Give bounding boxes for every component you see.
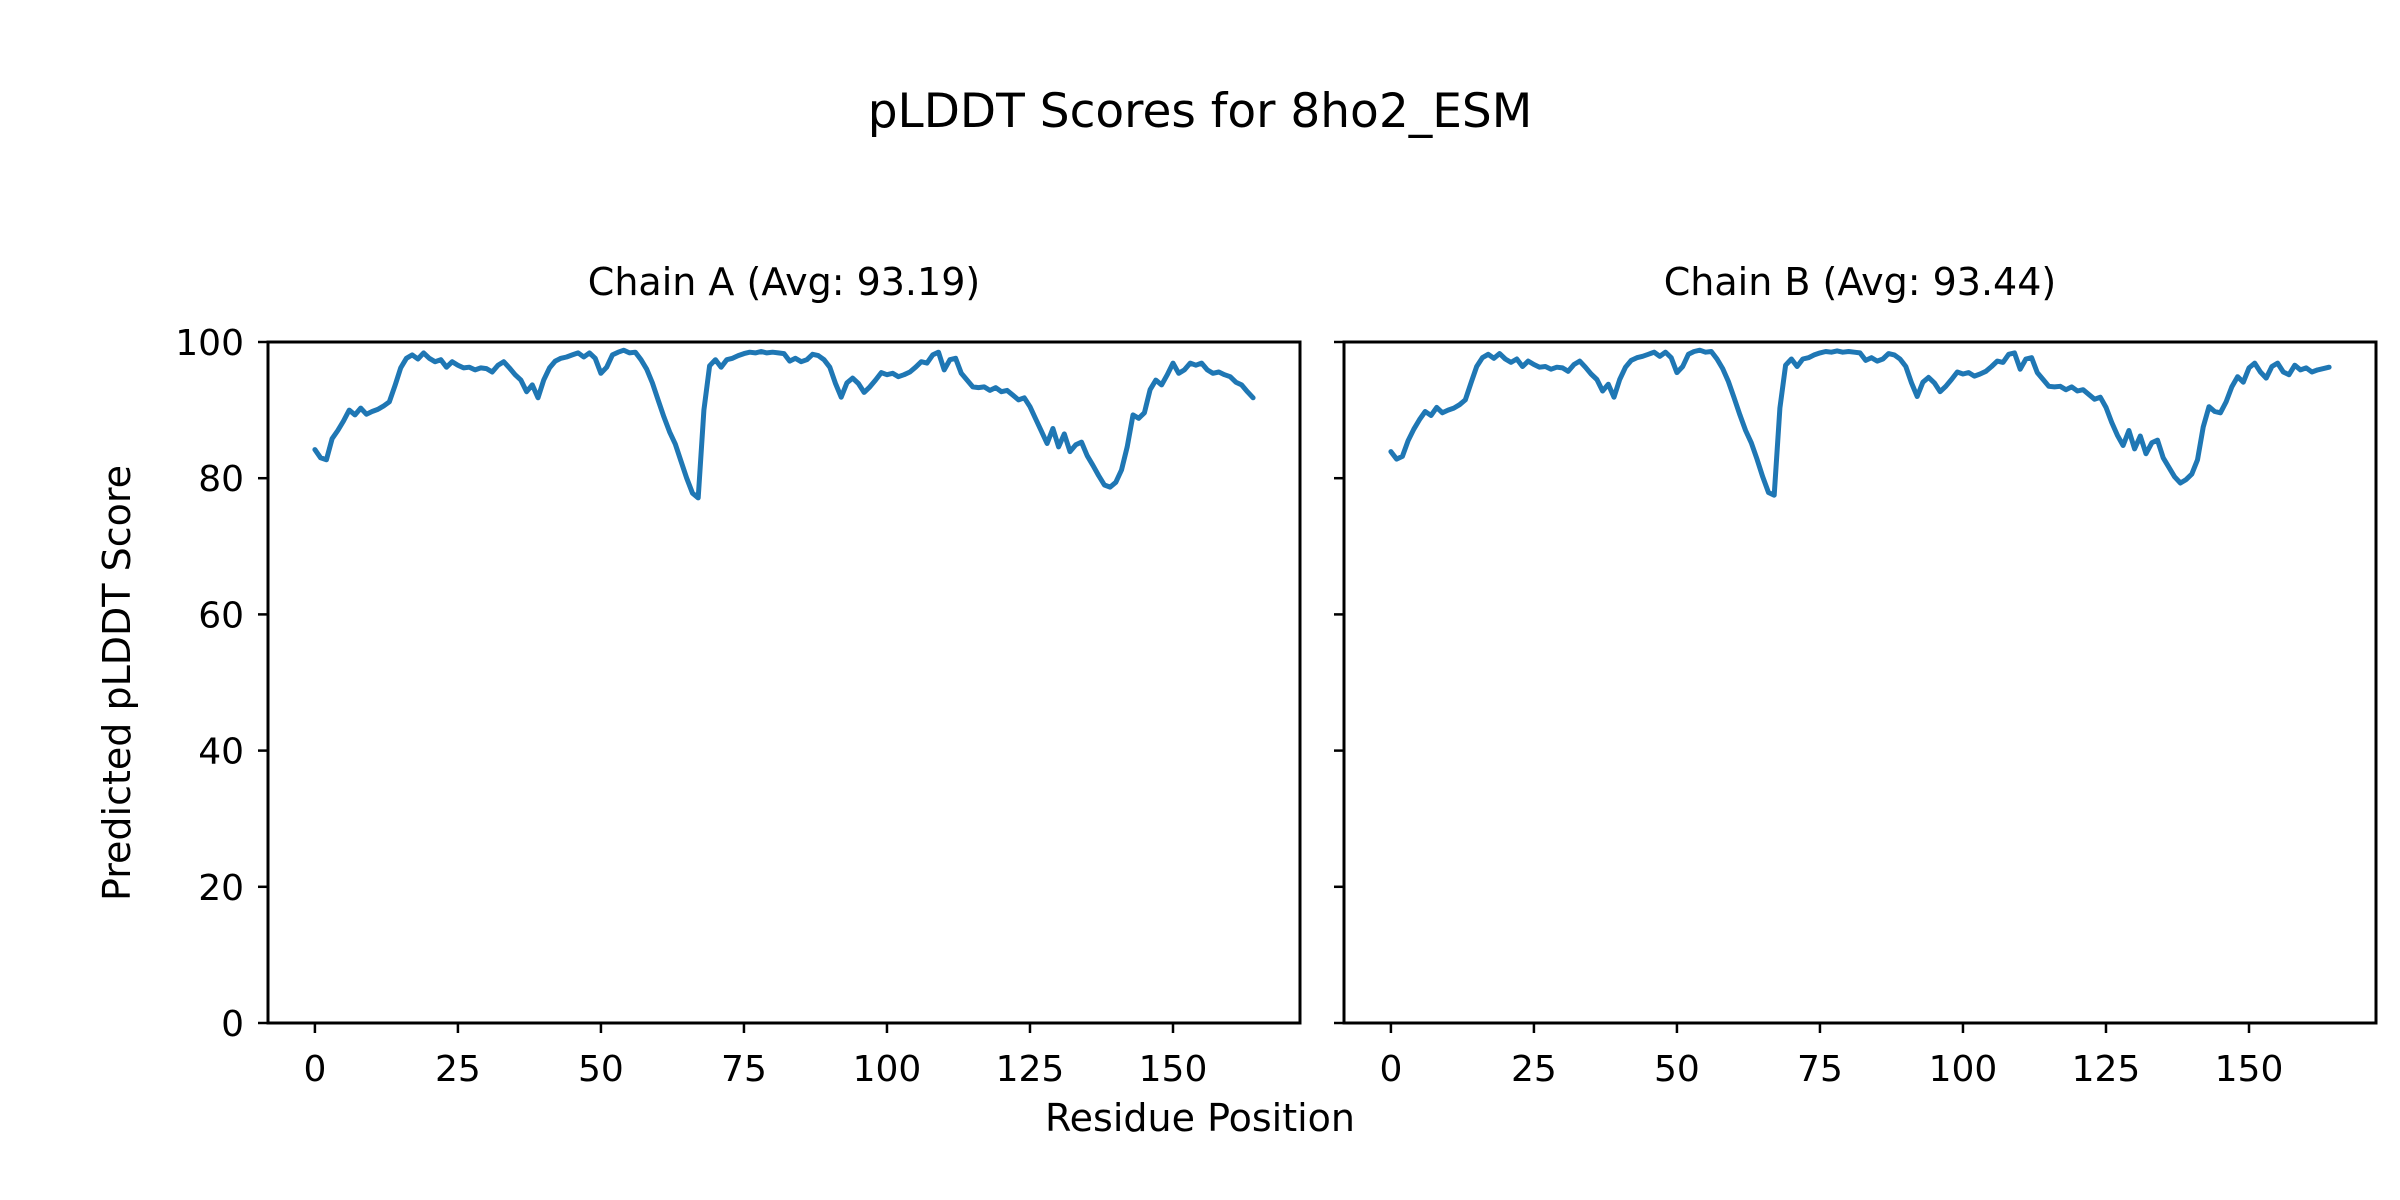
chain-a-x-tick-label: 150 [1139,1049,1208,1090]
chain-b-x-tick-label: 25 [1511,1049,1557,1090]
chain-b-line [1388,347,2332,498]
chain-a-x-tick-label: 75 [721,1049,767,1090]
chain-b-title: Chain B (Avg: 93.44) [1663,260,2057,304]
chain-b-x-tick-label: 100 [1929,1049,1998,1090]
chain-b-x-tick-label: 125 [2072,1049,2141,1090]
chain-a-x-tick-label: 25 [435,1049,481,1090]
chain-a-title: Chain A (Avg: 93.19) [587,260,981,304]
chain-a-y-tick-label: 20 [198,868,244,909]
figure-title: pLDDT Scores for 8ho2_ESM [867,84,1533,139]
chain-b-x-tick-label: 0 [1379,1049,1402,1090]
chain-a-y-tick-label: 40 [198,732,244,773]
chain-a-x-tick-label: 100 [853,1049,922,1090]
chain-a-y-tick-label: 100 [175,323,244,364]
chain-a-y-tick-label: 0 [221,1004,244,1045]
chain-a-line [312,347,1256,501]
chain-a-y-tick-label: 80 [198,459,244,500]
chain-b-x-tick-label: 50 [1654,1049,1700,1090]
chain-a-x-tick-label: 125 [996,1049,1065,1090]
y-axis-label: Predicted pLDDT Score [95,465,139,901]
chain-a-axes-frame [266,340,1302,1025]
chain-a-x-tick-label: 50 [578,1049,624,1090]
chain-a-x-tick-label: 0 [303,1049,326,1090]
chain-a-y-tick-label: 60 [198,595,244,636]
chain-b-x-tick-label: 75 [1797,1049,1843,1090]
chain-b-plot: 0 25 50 75 100 125 150 [1334,340,2378,1090]
chain-a-plot: 0 25 50 75 100 125 150 0 20 40 60 80 100 [175,323,1302,1090]
x-axis-label: Residue Position [1044,1096,1356,1140]
chain-b-axes-frame [1342,340,2378,1025]
chain-b-x-tick-label: 150 [2215,1049,2284,1090]
